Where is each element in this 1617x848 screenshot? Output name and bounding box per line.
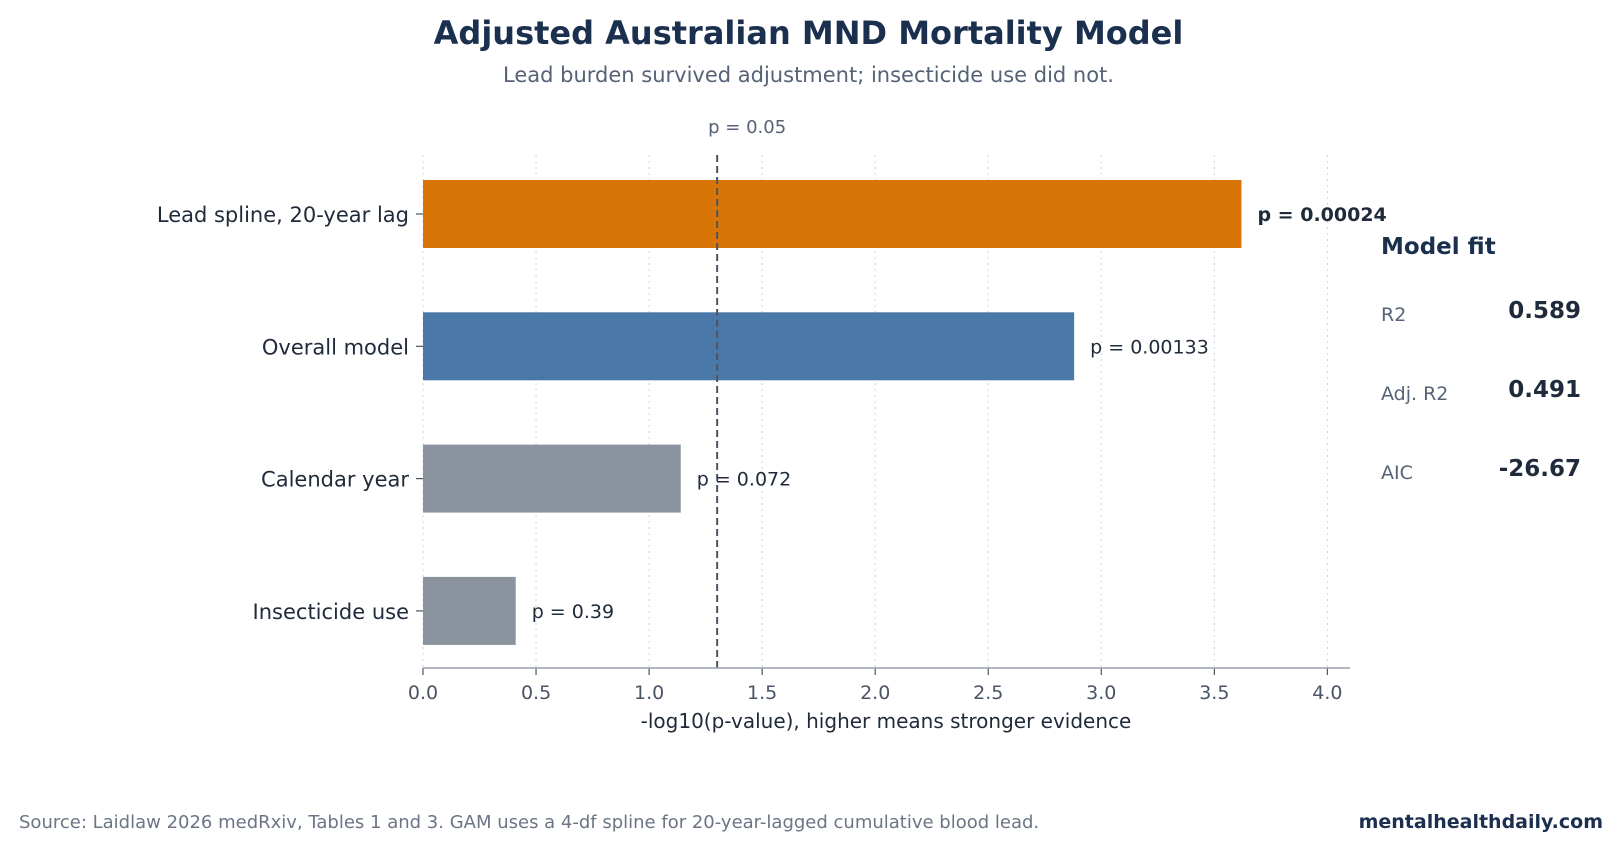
- x-tick-label: 3.5: [1199, 682, 1229, 704]
- x-axis-label: -log10(p-value), higher means stronger e…: [641, 709, 1132, 733]
- labels: Lead spline, 20-year lag p = 0.00024 Overa…: [157, 117, 1387, 733]
- p-threshold-label: p = 0.05: [708, 117, 786, 138]
- model-fit-label: AIC: [1381, 462, 1413, 484]
- bar-value-label: p = 0.072: [697, 469, 791, 491]
- model-fit-value: 0.491: [1508, 377, 1581, 403]
- x-tick-label: 0.0: [408, 682, 438, 704]
- model-fit-panel: Model fit R2 0.589 Adj. R2 0.491 AIC -26…: [1381, 234, 1581, 531]
- axes: 0.0 0.5 1.0 1.5 2.0 2.5 3.0 3.5 4.0: [408, 213, 1350, 704]
- x-tick-label: 2.0: [860, 682, 890, 704]
- model-fit-value: 0.589: [1508, 298, 1581, 324]
- bar: [423, 312, 1075, 381]
- chart-subtitle: Lead burden survived adjustment; insecti…: [503, 63, 1114, 87]
- bar: [423, 444, 681, 513]
- x-tick-label: 1.0: [634, 682, 664, 704]
- model-fit-label: Adj. R2: [1381, 383, 1449, 405]
- model-fit-label: R2: [1381, 304, 1407, 326]
- source-note: Source: Laidlaw 2026 medRxiv, Tables 1 a…: [19, 812, 1040, 833]
- category-label: Calendar year: [261, 468, 409, 492]
- site-credit: mentalhealthdaily.com: [1358, 811, 1603, 833]
- bar-value-label: p = 0.39: [532, 601, 614, 623]
- x-tick-label: 2.5: [973, 682, 1003, 704]
- category-label: Insecticide use: [253, 600, 409, 624]
- x-tick-label: 4.0: [1312, 682, 1342, 704]
- category-label: Overall model: [262, 335, 409, 359]
- model-fit-value: -26.67: [1498, 456, 1581, 482]
- model-fit-row: Adj. R2 0.491: [1381, 373, 1581, 452]
- bar-value-label: p = 0.00024: [1257, 204, 1386, 226]
- category-label: Lead spline, 20-year lag: [157, 203, 409, 227]
- x-tick-label: 0.5: [521, 682, 551, 704]
- chart-title: Adjusted Australian MND Mortality Model: [433, 14, 1184, 52]
- bar: [423, 180, 1242, 248]
- model-fit-title: Model fit: [1381, 234, 1496, 260]
- x-tick-label: 1.5: [747, 682, 777, 704]
- model-fit-row: R2 0.589: [1381, 294, 1581, 373]
- x-tick-label: 3.0: [1086, 682, 1116, 704]
- bar: [423, 576, 516, 645]
- bars: [423, 180, 1242, 645]
- model-fit-row: AIC -26.67: [1381, 452, 1581, 531]
- bar-value-label: p = 0.00133: [1090, 336, 1209, 358]
